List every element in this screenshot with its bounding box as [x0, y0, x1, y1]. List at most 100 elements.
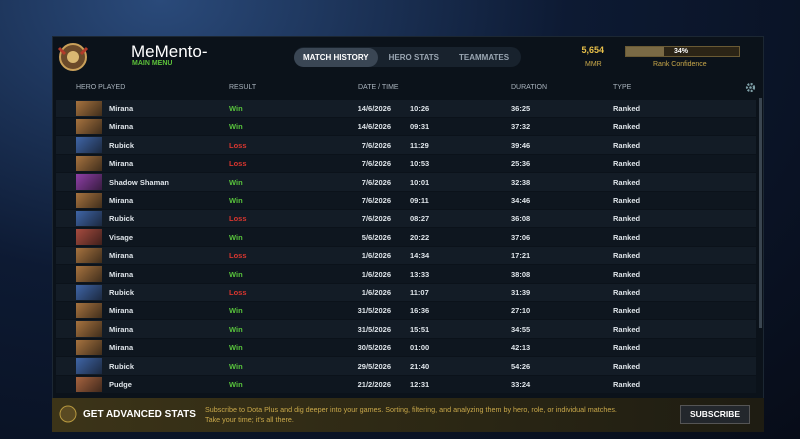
hero-name: Rubick [109, 288, 135, 297]
match-row[interactable] [56, 265, 756, 283]
hero-icon [76, 100, 102, 116]
time: 15:51 [410, 324, 430, 334]
hero-name: Mirana [109, 269, 134, 279]
hero-name: Rubick [109, 361, 135, 371]
match-row[interactable] [56, 246, 756, 265]
date: 30/5/2026 [357, 343, 391, 353]
date: 1/6/2026 [361, 288, 391, 297]
hero-icon [76, 358, 102, 374]
hero-name: Mirana [109, 306, 134, 316]
result: Win [229, 343, 243, 353]
date: 1/6/2026 [361, 269, 391, 279]
duration: 34:55 [511, 324, 531, 334]
banner-icon [59, 405, 77, 423]
date: 7/6/2026 [361, 140, 391, 150]
match-row[interactable] [56, 154, 756, 173]
time: 09:31 [410, 122, 430, 132]
match-row[interactable] [56, 99, 756, 117]
duration: 17:21 [511, 251, 531, 261]
rank-confidence-bar: 34% [625, 46, 740, 57]
result: Loss [229, 288, 247, 297]
hero-name: Shadow Shaman [109, 177, 170, 187]
duration: 33:24 [511, 380, 531, 389]
result: Loss [229, 140, 247, 150]
hero-icon [76, 174, 102, 190]
column-header: DURATION [511, 84, 548, 91]
tab[interactable]: MATCH HISTORY [294, 47, 378, 67]
result: Win [229, 324, 243, 334]
date: 31/5/2026 [357, 306, 391, 316]
hero-icon [76, 118, 102, 135]
match-row[interactable] [56, 191, 756, 209]
time: 20:22 [410, 232, 430, 242]
hero-icon [76, 376, 102, 392]
match-row[interactable] [56, 338, 756, 357]
hero-icon [76, 284, 102, 300]
time: 14:34 [410, 251, 430, 261]
match-row[interactable] [56, 357, 756, 375]
result: Win [229, 361, 243, 371]
hero-name: Rubick [109, 140, 135, 150]
result: Loss [229, 251, 247, 261]
match-row[interactable] [56, 117, 756, 136]
match-row[interactable] [56, 228, 756, 246]
time: 12:31 [410, 380, 430, 389]
hero-name: Mirana [109, 159, 134, 169]
match-type: Ranked [613, 140, 641, 150]
hero-icon [76, 247, 102, 264]
date: 21/2/2026 [357, 380, 391, 389]
duration: 25:36 [511, 159, 531, 169]
match-type: Ranked [613, 380, 641, 389]
duration: 34:46 [511, 196, 531, 205]
settings-gear[interactable] [745, 82, 756, 93]
tab[interactable]: TEAMMATES [459, 52, 510, 62]
mmr-value: 5,654 [581, 45, 604, 55]
hero-name: Mirana [109, 122, 134, 132]
match-row[interactable] [56, 320, 756, 338]
hero-icon [76, 155, 102, 172]
match-type: Ranked [613, 122, 641, 132]
match-row[interactable] [56, 209, 756, 228]
match-type: Ranked [613, 288, 641, 297]
duration: 42:13 [511, 343, 531, 353]
match-type: Ranked [613, 324, 641, 334]
date: 31/5/2026 [357, 324, 391, 334]
time: 09:11 [410, 196, 429, 205]
duration: 27:10 [511, 306, 531, 316]
hero-name: Mirana [109, 343, 134, 353]
tab[interactable]: HERO STATS [388, 52, 440, 62]
duration: 31:39 [511, 288, 531, 297]
time: 10:53 [410, 159, 430, 169]
match-row[interactable] [56, 173, 756, 191]
hero-icon [76, 321, 102, 337]
time: 11:07 [410, 288, 429, 297]
hero-name: Mirana [109, 251, 134, 261]
result: Loss [229, 214, 247, 224]
hero-icon [76, 302, 102, 319]
subscribe-button[interactable]: SUBSCRIBE [680, 405, 750, 424]
match-type: Ranked [613, 251, 641, 261]
hero-name: Visage [109, 232, 134, 242]
date: 5/6/2026 [361, 232, 391, 242]
match-row[interactable] [56, 375, 756, 393]
result: Win [229, 269, 243, 279]
hero-icon [76, 266, 102, 282]
result: Win [229, 104, 243, 113]
mmr-label: MMR [585, 61, 602, 68]
time: 10:26 [410, 104, 430, 113]
match-type: Ranked [613, 269, 641, 279]
match-type: Ranked [613, 177, 641, 187]
hero-name: Rubick [109, 214, 135, 224]
match-row[interactable] [56, 136, 756, 154]
time: 01:00 [410, 343, 430, 353]
column-header: TYPE [613, 84, 632, 91]
match-row[interactable] [56, 283, 756, 301]
banner-title: GET ADVANCED STATS [83, 409, 196, 420]
match-row[interactable] [56, 301, 756, 320]
scrollbar[interactable] [759, 98, 762, 328]
result: Win [229, 232, 243, 242]
time: 11:29 [410, 140, 429, 150]
tab-bar: MATCH HISTORY HERO STATS TEAMMATES [294, 47, 521, 67]
result: Loss [229, 159, 247, 169]
